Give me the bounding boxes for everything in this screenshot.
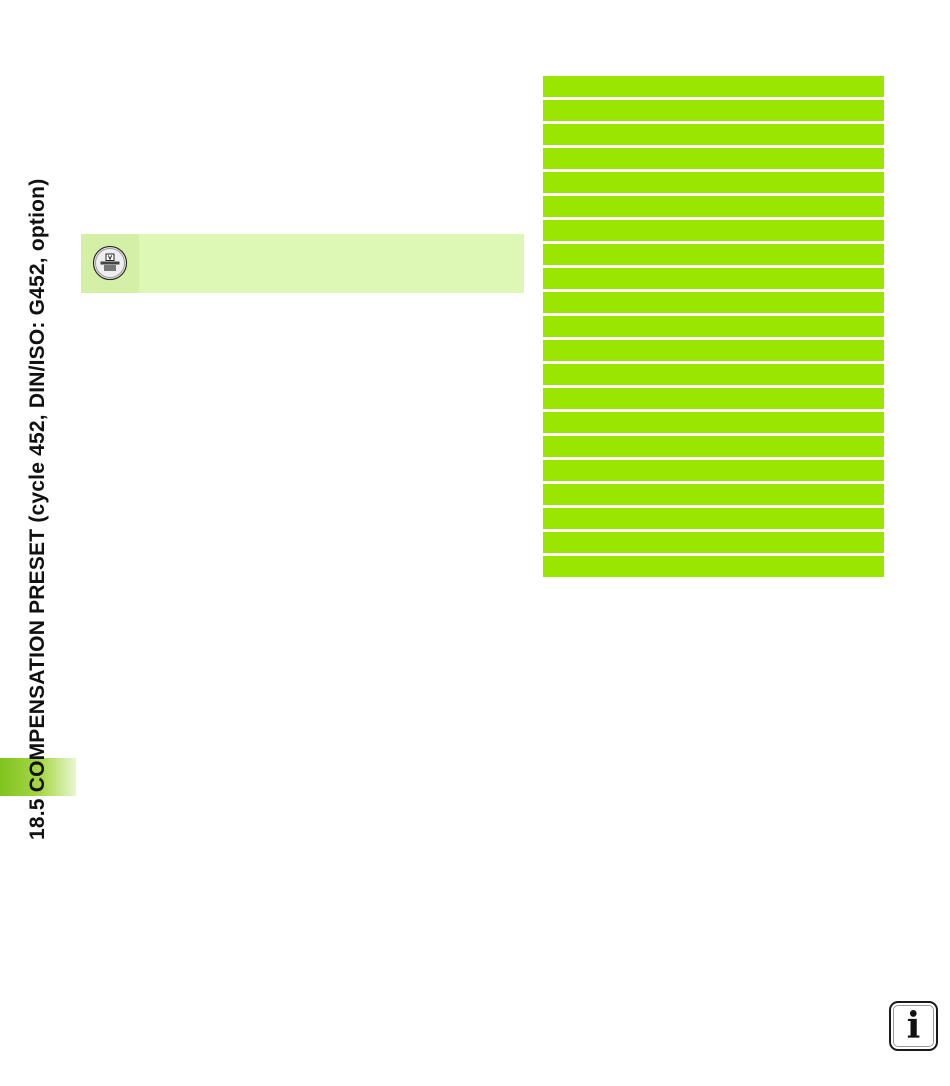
table-row [543,172,884,193]
note-icon-cell [81,234,139,293]
note-box [81,234,524,293]
table-row [543,436,884,457]
chapter-heading: 18.5 COMPENSATION PRESET (cycle 452, DIN… [26,178,49,840]
table-row [543,340,884,361]
table-row [543,268,884,289]
table-row [543,124,884,145]
table-row [543,388,884,409]
info-icon: i [889,1001,938,1051]
info-glyph: i [906,1005,921,1047]
table-row [543,316,884,337]
table-row [543,292,884,313]
table-row [543,484,884,505]
machine-manufacturer-icon [92,245,128,281]
table-row [543,196,884,217]
table-row [543,244,884,265]
table-row [543,556,884,577]
table-row [543,220,884,241]
stripe-table [543,76,884,580]
table-row [543,76,884,97]
table-row [543,148,884,169]
table-row [543,364,884,385]
table-row [543,460,884,481]
chapter-tab [0,758,76,796]
table-row [543,100,884,121]
table-row [543,508,884,529]
table-row [543,532,884,553]
table-row [543,412,884,433]
